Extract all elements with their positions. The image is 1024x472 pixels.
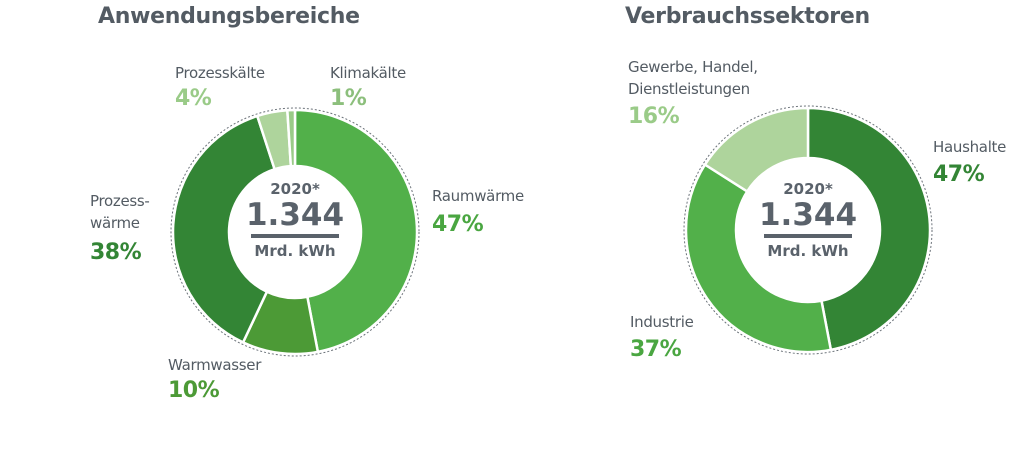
label-raumwaerme: Raumwärme xyxy=(432,187,524,205)
left-center-total: 2020* 1.344 Mrd. kWh xyxy=(245,180,345,260)
center-unit: Mrd. kWh xyxy=(767,242,849,260)
label-prozesskaelte: Prozesskälte xyxy=(175,64,265,82)
pct-prozesskaelte: 4% xyxy=(175,86,212,111)
donut-segment-raumwärme xyxy=(293,108,419,354)
label-haushalte: Haushalte xyxy=(933,138,1007,156)
center-year: 2020* xyxy=(270,180,320,198)
right-center-total: 2020* 1.344 Mrd. kWh xyxy=(758,180,858,260)
label-industrie: Industrie xyxy=(630,313,694,331)
center-unit: Mrd. kWh xyxy=(254,242,336,260)
center-value: 1.344 xyxy=(758,197,858,233)
donut-segment-haushalte xyxy=(806,106,932,352)
label-ghd-line2: Dienstleistungen xyxy=(628,80,750,98)
label-ghd-line1: Gewerbe, Handel, xyxy=(628,58,758,76)
right-donut xyxy=(683,105,933,355)
center-value: 1.344 xyxy=(245,197,345,233)
pct-industrie: 37% xyxy=(630,337,682,362)
pct-raumwaerme: 47% xyxy=(432,212,484,237)
right-chart-title: Verbrauchssektoren xyxy=(625,4,870,29)
left-chart-title: Anwendungsbereiche xyxy=(98,4,360,29)
center-underline xyxy=(764,234,852,238)
pct-warmwasser: 10% xyxy=(168,378,220,403)
left-donut xyxy=(170,107,420,357)
donut-segment-industrie xyxy=(684,162,833,354)
label-warmwasser: Warmwasser xyxy=(168,356,262,374)
donut-segment-klimakälte xyxy=(286,108,297,168)
label-klimakaelte: Klimakälte xyxy=(330,64,406,82)
center-underline xyxy=(251,234,339,238)
center-year: 2020* xyxy=(783,180,833,198)
label-prozesswaerme-line2: wärme xyxy=(90,214,140,232)
pct-prozesswaerme: 38% xyxy=(90,240,142,265)
donut-segment-prozesswärme xyxy=(171,114,277,345)
pct-ghd: 16% xyxy=(628,104,680,129)
label-prozesswaerme-line1: Prozess- xyxy=(90,192,150,210)
pct-haushalte: 47% xyxy=(933,162,985,187)
pct-klimakaelte: 1% xyxy=(330,86,367,111)
donut-segment-gewerbe-handel-dienstleistungen xyxy=(703,106,810,194)
